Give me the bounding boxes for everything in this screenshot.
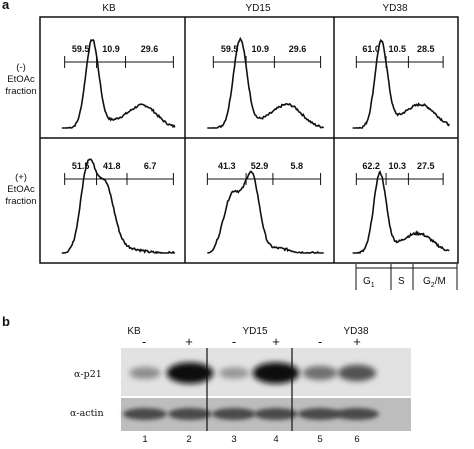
phase-percentage: 10.5 [388, 44, 406, 54]
p21-band [252, 362, 300, 384]
row-label-plus: (+) EtOAc fraction [5, 172, 37, 207]
blot-group-yd38: YD38 [343, 326, 369, 337]
phase-percentage: 27.5 [416, 161, 435, 171]
column-label-kb: KB [102, 3, 116, 14]
gate-label-s: S [398, 276, 405, 287]
p21-band [166, 362, 214, 384]
column-label-yd15: YD15 [245, 3, 271, 14]
panel-b-letter: b [2, 314, 10, 329]
lane-number: 3 [231, 434, 237, 445]
grid-frame [39, 16, 459, 264]
histogram-trace [207, 170, 324, 254]
phase-percentage: 10.9 [102, 44, 120, 54]
lane-number: 2 [186, 434, 192, 445]
phase-percentage: 59.5 [220, 44, 239, 54]
phase-percentage: 5.8 [290, 161, 303, 171]
phase-percentage: 28.5 [416, 44, 435, 54]
treatment-plus: + [185, 334, 193, 349]
blot-row-label-actin: α-actin [70, 408, 104, 419]
histogram-trace [352, 38, 451, 129]
actin-band [168, 408, 212, 420]
p21-band [219, 367, 249, 379]
actin-band [254, 408, 298, 420]
actin-band [298, 408, 342, 420]
histogram-trace [352, 169, 450, 255]
phase-percentage: 51.5 [71, 161, 90, 171]
phase-percentage: 59.5 [71, 44, 90, 54]
phase-percentage: 41.3 [217, 161, 236, 171]
gate-label-g1: G1 [363, 276, 375, 289]
phase-percentage: 10.3 [388, 161, 406, 171]
column-label-yd38: YD38 [382, 3, 408, 14]
p21-band [337, 364, 377, 382]
treatment-plus: + [353, 334, 361, 349]
row-label-minus: (-) EtOAc fraction [5, 62, 37, 97]
histogram-trace [61, 158, 176, 255]
phase-percentage: 10.9 [251, 44, 269, 54]
actin-band [212, 408, 256, 420]
phase-percentage: 52.9 [250, 161, 269, 171]
treatment-minus: - [231, 334, 237, 349]
phase-percentage: 61.0 [362, 44, 380, 54]
treatment-minus: - [141, 334, 147, 349]
phase-percentage: 41.8 [103, 161, 121, 171]
panel-a-letter: a [2, 0, 10, 12]
lane-number: 1 [142, 434, 148, 445]
lane-number: 6 [354, 434, 360, 445]
gate-label-g2m: G2/M [423, 276, 446, 289]
blot-group-yd15: YD15 [242, 326, 268, 337]
phase-percentage: 62.2 [362, 161, 380, 171]
histogram-trace [61, 38, 176, 129]
actin-band [335, 408, 379, 420]
blot-row-label-p21: α-p21 [74, 369, 102, 380]
p21-band [129, 366, 161, 380]
phase-percentage: 29.6 [288, 44, 307, 54]
lane-number: 5 [317, 434, 323, 445]
p21-band [302, 365, 338, 381]
actin-band [123, 408, 167, 420]
histogram-trace [207, 36, 325, 129]
phase-percentage: 6.7 [143, 161, 157, 171]
lane-number: 4 [273, 434, 279, 445]
treatment-minus: - [317, 334, 323, 349]
blot-group-kb: KB [127, 326, 141, 337]
phase-percentage: 29.6 [140, 44, 159, 54]
treatment-plus: + [272, 334, 280, 349]
